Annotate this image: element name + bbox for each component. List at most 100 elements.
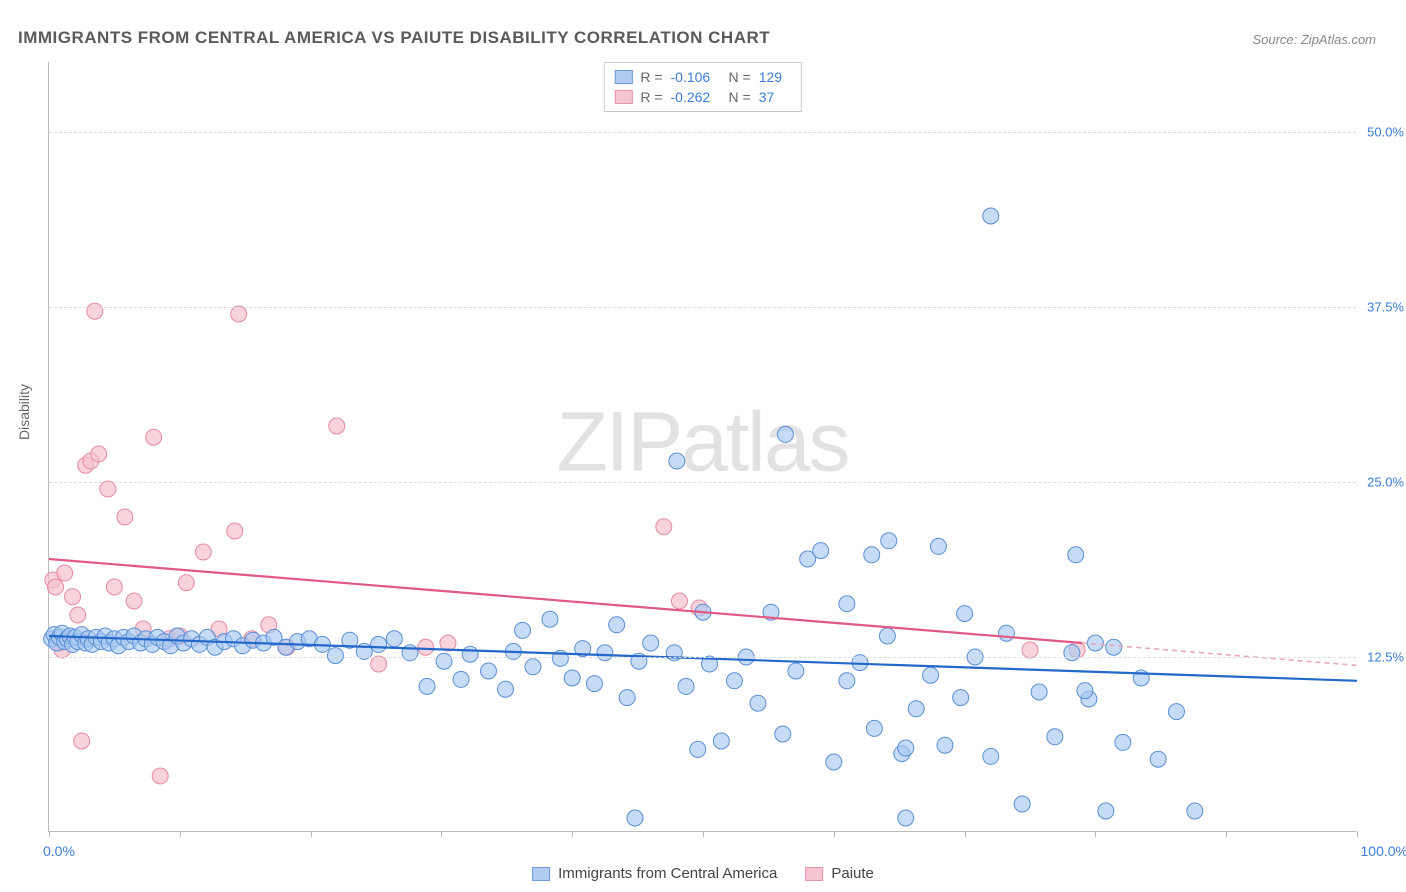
blue-point [597, 645, 613, 661]
legend-label: Immigrants from Central America [558, 865, 777, 882]
y-tick-label: 50.0% [1360, 125, 1404, 140]
blue-point [419, 678, 435, 694]
x-tick [1095, 831, 1096, 837]
blue-point [1047, 729, 1063, 745]
blue-point [839, 673, 855, 689]
pink-trendline-dash [1082, 643, 1357, 665]
blue-point [788, 663, 804, 679]
x-tick [703, 831, 704, 837]
pink-point [100, 481, 116, 497]
blue-point [1168, 704, 1184, 720]
blue-point [983, 208, 999, 224]
blue-point [923, 667, 939, 683]
pink-point [231, 306, 247, 322]
blue-point [1098, 803, 1114, 819]
blue-point [957, 606, 973, 622]
blue-point [879, 628, 895, 644]
blue-point [813, 543, 829, 559]
pink-point [418, 639, 434, 655]
blue-point [826, 754, 842, 770]
blue-point [371, 636, 387, 652]
y-tick-label: 25.0% [1360, 475, 1404, 490]
pink-point [329, 418, 345, 434]
blue-point [713, 733, 729, 749]
x-tick [180, 831, 181, 837]
plot-area: ZIPatlas R =-0.106N =129R =-0.262N =37 0… [48, 62, 1356, 832]
pink-point [152, 768, 168, 784]
pink-point [74, 733, 90, 749]
pink-point [1022, 642, 1038, 658]
x-axis-min-label: 0.0% [43, 843, 75, 859]
pink-point [178, 575, 194, 591]
blue-point [1087, 635, 1103, 651]
blue-point [643, 635, 659, 651]
blue-point [609, 617, 625, 633]
x-tick [1226, 831, 1227, 837]
pink-point [70, 607, 86, 623]
blue-point [983, 748, 999, 764]
blue-point [726, 673, 742, 689]
pink-point [656, 519, 672, 535]
y-tick-label: 37.5% [1360, 300, 1404, 315]
gridline [49, 657, 1356, 658]
pink-point [106, 579, 122, 595]
blue-point [1031, 684, 1047, 700]
pink-point [91, 446, 107, 462]
blue-point [839, 596, 855, 612]
blue-point [898, 740, 914, 756]
blue-point [586, 676, 602, 692]
blue-point [750, 695, 766, 711]
x-tick [49, 831, 50, 837]
blue-point [327, 648, 343, 664]
blue-point [1150, 751, 1166, 767]
chart-title: IMMIGRANTS FROM CENTRAL AMERICA VS PAIUT… [18, 28, 770, 48]
x-tick [441, 831, 442, 837]
x-tick [834, 831, 835, 837]
y-tick-label: 12.5% [1360, 650, 1404, 665]
gridline [49, 132, 1356, 133]
gridline [49, 307, 1356, 308]
blue-point [436, 653, 452, 669]
blue-point [898, 810, 914, 826]
legend-swatch [532, 867, 550, 881]
blue-point [1077, 683, 1093, 699]
blue-point [480, 663, 496, 679]
source-label: Source: ZipAtlas.com [1252, 32, 1376, 47]
blue-point [1115, 734, 1131, 750]
blue-point [953, 690, 969, 706]
blue-trendline [49, 636, 1357, 681]
pink-point [87, 303, 103, 319]
legend-bottom-item: Paiute [805, 865, 874, 882]
gridline [49, 482, 1356, 483]
blue-point [1187, 803, 1203, 819]
pink-point [48, 579, 64, 595]
blue-point [669, 453, 685, 469]
pink-point [65, 589, 81, 605]
blue-point [690, 741, 706, 757]
blue-point [998, 625, 1014, 641]
blue-point [777, 426, 793, 442]
legend-bottom-item: Immigrants from Central America [532, 865, 777, 882]
pink-point [195, 544, 211, 560]
x-tick [572, 831, 573, 837]
blue-point [1068, 547, 1084, 563]
x-tick [311, 831, 312, 837]
blue-point [908, 701, 924, 717]
blue-point [775, 726, 791, 742]
blue-point [1014, 796, 1030, 812]
blue-point [1106, 639, 1122, 655]
blue-point [881, 533, 897, 549]
blue-point [386, 631, 402, 647]
pink-point [57, 565, 73, 581]
blue-point [937, 737, 953, 753]
pink-point [371, 656, 387, 672]
blue-point [930, 538, 946, 554]
legend-swatch [805, 867, 823, 881]
blue-point [564, 670, 580, 686]
pink-point [117, 509, 133, 525]
blue-point [866, 720, 882, 736]
pink-point [671, 593, 687, 609]
blue-point [619, 690, 635, 706]
pink-point [227, 523, 243, 539]
blue-point [525, 659, 541, 675]
